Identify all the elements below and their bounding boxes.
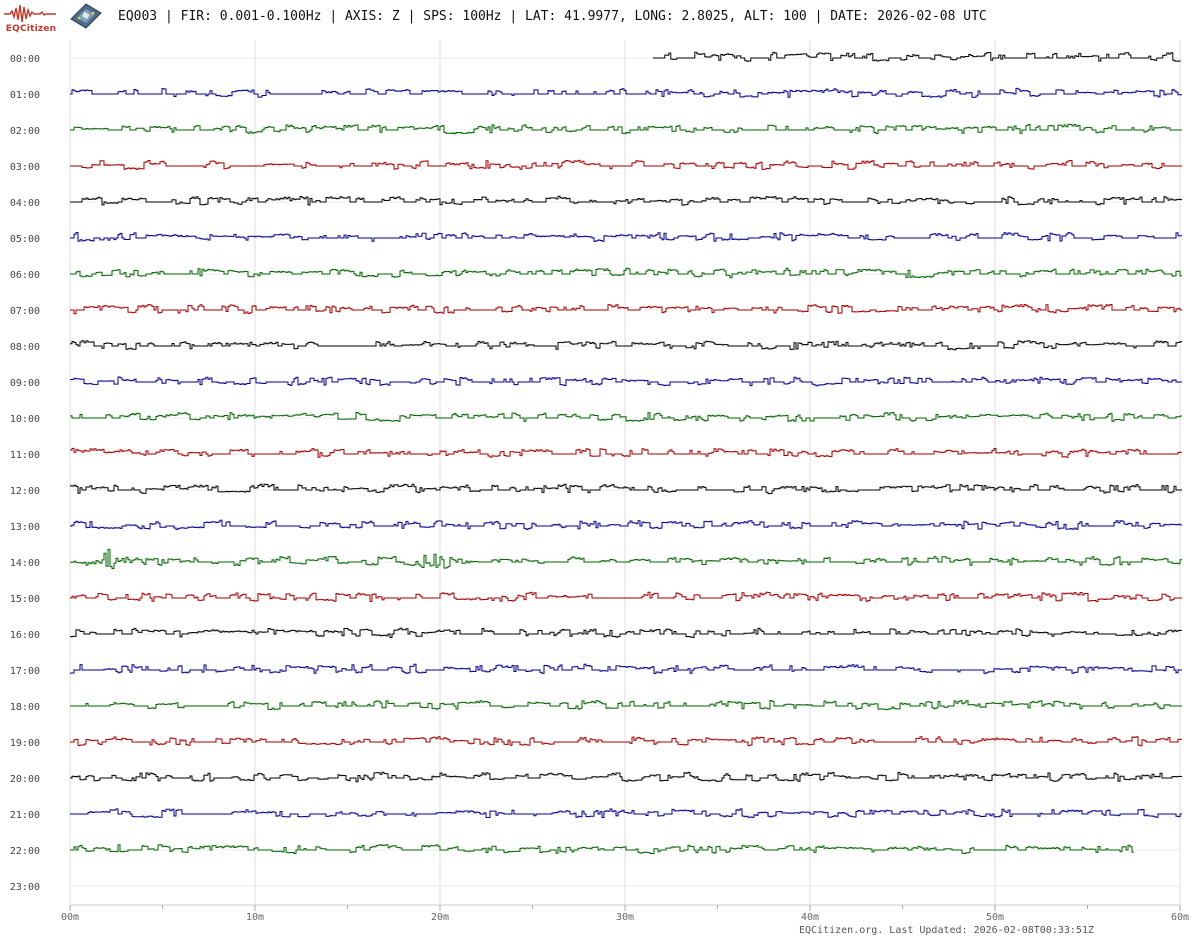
row-label: 08:00 — [10, 342, 40, 353]
x-tick-label: 40m — [801, 912, 819, 923]
row-label: 02:00 — [10, 126, 40, 137]
row-label: 21:00 — [10, 810, 40, 821]
row-label: 23:00 — [10, 882, 40, 893]
trace-0800 — [70, 340, 1182, 351]
row-label: 14:00 — [10, 558, 40, 569]
row-label: 12:00 — [10, 486, 40, 497]
x-tick-label: 30m — [616, 912, 634, 923]
row-label: 13:00 — [10, 522, 40, 533]
trace-1900 — [70, 736, 1182, 747]
trace-1100 — [70, 447, 1182, 458]
row-label: 17:00 — [10, 666, 40, 677]
row-label: 18:00 — [10, 702, 40, 713]
logo-text: EQCitizen — [5, 24, 57, 34]
row-label: 11:00 — [10, 450, 40, 461]
trace-1400 — [70, 548, 1182, 569]
row-label: 01:00 — [10, 90, 40, 101]
row-label: 20:00 — [10, 774, 40, 785]
row-label: 19:00 — [10, 738, 40, 749]
row-label: 15:00 — [10, 594, 40, 605]
trace-0600 — [70, 267, 1182, 279]
trace-1600 — [70, 627, 1182, 638]
trace-0000 — [652, 51, 1181, 62]
row-label: 22:00 — [10, 846, 40, 857]
row-label: 10:00 — [10, 414, 40, 425]
trace-1700 — [70, 663, 1182, 674]
row-label: 16:00 — [10, 630, 40, 641]
row-label: 00:00 — [10, 54, 40, 65]
trace-2200 — [70, 844, 1134, 855]
trace-2000 — [70, 771, 1182, 783]
trace-0200 — [70, 123, 1182, 135]
trace-0700 — [70, 304, 1182, 315]
x-tick-label: 10m — [246, 912, 264, 923]
header: EQCitizen EQ003 | FIR: 0.001-0.100Hz | A… — [0, 0, 1200, 40]
trace-2100 — [70, 808, 1182, 818]
eqcitizen-logo: EQCitizen — [2, 2, 58, 36]
trace-1000 — [70, 412, 1182, 422]
row-label: 05:00 — [10, 234, 40, 245]
trace-1200 — [70, 483, 1182, 495]
trace-1500 — [70, 591, 1182, 603]
seismic-traces — [70, 51, 1182, 855]
trace-1300 — [70, 519, 1182, 530]
trace-0300 — [70, 159, 1182, 170]
trace-0100 — [70, 87, 1182, 98]
trace-1800 — [70, 700, 1182, 711]
x-tick-label: 50m — [986, 912, 1004, 923]
chart-title: EQ003 | FIR: 0.001-0.100Hz | AXIS: Z | S… — [118, 9, 987, 24]
trace-0900 — [70, 376, 1182, 387]
row-label: 07:00 — [10, 306, 40, 317]
sensor-board-icon — [70, 3, 102, 33]
row-label: 06:00 — [10, 270, 40, 281]
x-axis-tick-labels: 00m 10m 20m 30m 40m 50m 60m — [61, 912, 1189, 923]
trace-0500 — [70, 232, 1182, 242]
row-label: 04:00 — [10, 198, 40, 209]
x-tick-label: 20m — [431, 912, 449, 923]
row-time-labels: 00:00 01:00 02:00 03:00 04:00 05:00 06:00 07:00… — [10, 54, 40, 893]
row-label: 03:00 — [10, 162, 40, 173]
last-updated-footer: EQCitizen.org. Last Updated: 2026-02-08T… — [798, 925, 1094, 936]
x-tick-label: 60m — [1171, 912, 1189, 923]
x-tick-label: 00m — [61, 912, 79, 923]
row-label: 09:00 — [10, 378, 40, 389]
trace-0400 — [70, 195, 1182, 206]
